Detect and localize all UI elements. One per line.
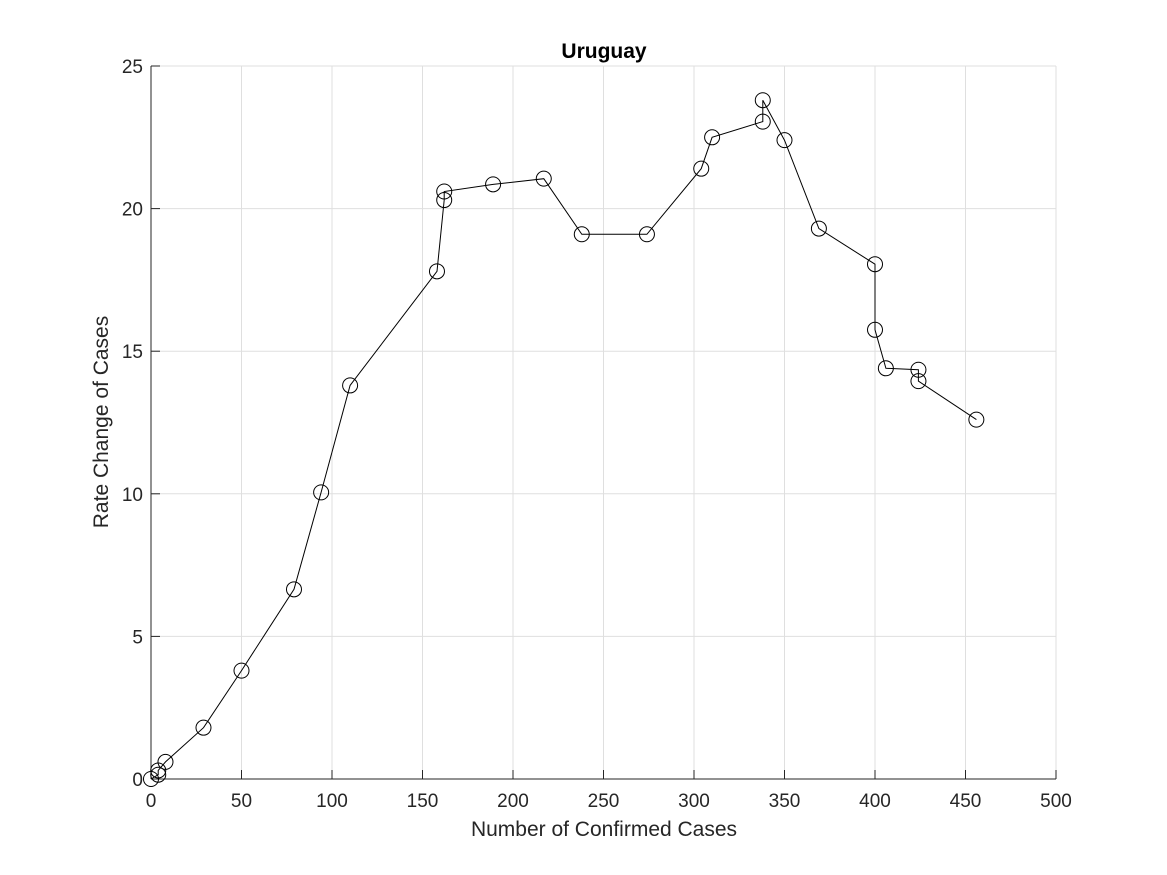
data-point — [573, 226, 590, 243]
x-axis-label: Number of Confirmed Cases — [471, 818, 737, 841]
data-point — [150, 766, 167, 783]
data-point — [436, 183, 453, 200]
grid — [150, 65, 1057, 780]
chart-title: Uruguay — [561, 40, 647, 63]
data-point — [485, 176, 502, 193]
data-point — [436, 192, 453, 209]
data-point — [638, 226, 655, 243]
y-tick-label: 15 — [122, 342, 143, 363]
x-tick-label: 150 — [407, 791, 439, 812]
data-point — [968, 411, 985, 428]
data-point — [693, 160, 710, 177]
data-point — [776, 132, 793, 149]
data-point — [877, 360, 894, 377]
y-tick-label: 5 — [132, 627, 143, 648]
x-tick-label: 0 — [146, 791, 157, 812]
y-tick-label: 10 — [122, 485, 143, 506]
x-tick-label: 400 — [859, 791, 891, 812]
data-point — [754, 92, 771, 109]
data-point — [867, 321, 883, 338]
data-point — [428, 263, 445, 280]
axes: 0 50 100 150 200 250 300 350 400 450 500 0 5 10 15 20 25 — [122, 57, 1072, 812]
data-point — [867, 256, 883, 273]
x-tick-label: 200 — [497, 791, 529, 812]
x-tick-label: 50 — [231, 791, 252, 812]
x-tick-label: 300 — [678, 791, 710, 812]
y-tick-label: 25 — [122, 57, 143, 78]
x-tick-label: 350 — [769, 791, 801, 812]
data-point — [910, 373, 927, 390]
data-point — [233, 662, 250, 679]
x-tick-label: 250 — [588, 791, 620, 812]
data-point — [754, 113, 771, 130]
x-tick-label: 100 — [316, 791, 348, 812]
data-point — [535, 170, 552, 187]
series-line — [150, 99, 977, 780]
data-series — [143, 92, 985, 787]
data-point — [810, 220, 827, 237]
data-point — [195, 719, 212, 736]
x-tick-label: 450 — [950, 791, 982, 812]
data-point — [910, 361, 927, 378]
y-tick-label: 20 — [122, 200, 143, 221]
data-point — [704, 129, 721, 146]
x-tick-label: 500 — [1040, 791, 1072, 812]
y-tick-label: 0 — [132, 770, 143, 791]
y-axis-label: Rate Change of Cases — [90, 316, 113, 528]
data-point — [285, 581, 302, 598]
data-point — [313, 484, 330, 501]
data-point — [157, 753, 174, 770]
data-point — [342, 377, 359, 394]
